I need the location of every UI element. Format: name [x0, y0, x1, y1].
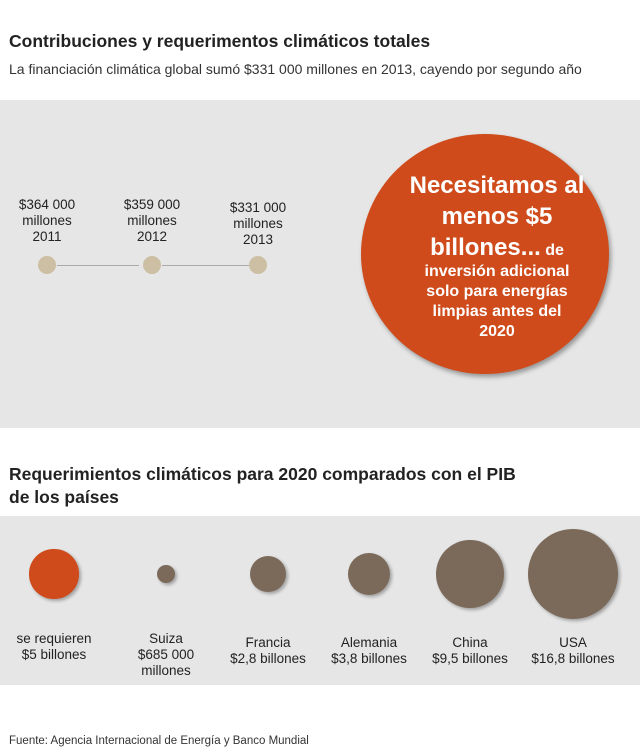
bubble-se-requieren: [29, 549, 79, 599]
callout-headline: Necesitamos al menos $5 billones... de: [409, 172, 585, 261]
timeline-connector: [162, 265, 249, 266]
bubble-china: [436, 540, 504, 608]
timeline-dot-2013: [249, 256, 267, 274]
timeline-label-2012: $359 000 millones 2012: [123, 197, 181, 244]
section-title: Requerimientos climáticos para 2020 comp…: [9, 464, 516, 507]
bubble-usa: [528, 529, 618, 619]
callout-circle: [361, 134, 609, 374]
timeline-connector: [57, 265, 139, 266]
bubble-francia: [249, 555, 287, 593]
bubble-label-suiza: Suiza $685 000 millones: [137, 631, 195, 678]
source-note: Fuente: Agencia Internacional de Energía…: [9, 735, 309, 747]
bubble-label-china: China $9,5 billones: [432, 635, 508, 666]
bubble-label-usa: USA $16,8 billones: [531, 635, 615, 666]
bubble-panel: [0, 516, 640, 685]
bubble-label-francia: Francia $2,8 billones: [230, 635, 306, 666]
callout-body: inversión adicional solo para energías l…: [424, 263, 570, 340]
bubble-alemania: [347, 552, 391, 596]
timeline-dot-2011: [38, 256, 56, 274]
chart-title: Contribuciones y requerimentos climático…: [9, 31, 431, 51]
bubble-label-se-requieren: se requieren $5 billones: [16, 631, 92, 662]
timeline-label-2013: $331 000 millones 2013: [229, 200, 287, 247]
bubble-suiza: [156, 564, 176, 584]
timeline-dot-2012: [143, 256, 161, 274]
timeline-label-2011: $364 000 millones 2011: [18, 197, 76, 244]
bubble-label-alemania: Alemania $3,8 billones: [331, 635, 407, 666]
chart-subtitle: La financiación climática global sumó $3…: [9, 61, 582, 77]
